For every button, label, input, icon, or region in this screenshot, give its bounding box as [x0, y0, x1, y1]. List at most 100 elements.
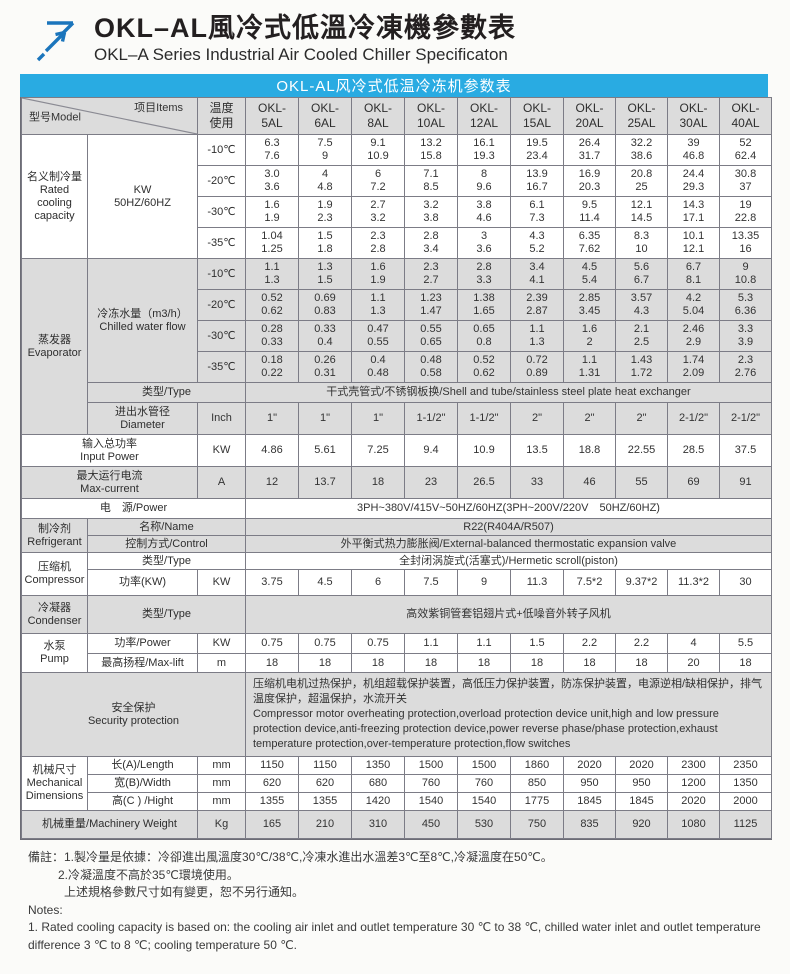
spec-table: 型号Model 项目Items 温度 使用 OKL- 5AL OKL- 6AL OKL- 8AL O…	[21, 97, 772, 839]
evap-flow-minus30-cell-7: 1.6 2	[563, 320, 616, 352]
evap-flow-minus35-cell-8: 1.43 1.72	[615, 351, 668, 383]
rated-capacity-minus10-cell-5: 9.1 10.9	[351, 134, 405, 166]
rated-capacity-minus35-cell-6: 4.3 5.2	[510, 227, 564, 259]
dim-height-cell-1: mm	[197, 792, 246, 811]
evap-pipe-diameter-cell-7: 2"	[510, 402, 564, 435]
condenser-type-cell-2: 高效紫铜管套铝翅片式+低噪音外转子风机	[245, 595, 772, 634]
evap-flow-minus10-cell-8: 3.4 4.1	[510, 258, 564, 290]
label-chilled-water-flow: 冷冻水量（m3/h） Chilled water flow	[87, 258, 198, 383]
evap-pipe-diameter-cell-9: 2"	[615, 402, 668, 435]
model-header-okl-6al: OKL- 6AL	[298, 97, 352, 135]
rated-capacity-minus20-cell-1: 3.0 3.6	[245, 165, 299, 197]
input-power-cell-7: 13.5	[510, 434, 564, 467]
dim-height-cell-11: 2000	[719, 792, 772, 811]
machinery-weight-cell-9: 920	[615, 810, 668, 839]
machinery-weight-cell-3: 210	[298, 810, 352, 839]
evap-flow-minus35-cell-3: 0.4 0.48	[351, 351, 405, 383]
input-power-cell-8: 18.8	[563, 434, 616, 467]
note-line-5: 1. Rated cooling capacity is based on: t…	[28, 920, 761, 952]
model-header-okl-5al: OKL- 5AL	[245, 97, 299, 135]
page-title: OKL–AL風冷式低溫冷凍機參數表	[94, 13, 516, 43]
evap-flow-minus20-cell-0: -20℃	[197, 289, 246, 321]
evap-type: 类型/Type 干式壳管式/不锈钢板换/Shell and tube/stainl…	[22, 382, 772, 403]
rated-capacity-minus35-cell-3: 2.3 2.8	[351, 227, 405, 259]
model-header-okl-40al: OKL- 40AL	[719, 97, 772, 135]
condenser-type-cell-1: 类型/Type	[87, 595, 246, 634]
machinery-weight-cell-6: 530	[457, 810, 511, 839]
refrigerant-control-cell-1: 外平衡式热力膨胀阀/External-balanced thermostatic…	[245, 535, 772, 553]
compressor-power-cell-2: 3.75	[245, 569, 299, 596]
pump-max-lift: 最高扬程/Max-lift m 18 18 18 18 18 18 18 18 20 18	[22, 653, 772, 673]
evap-pipe-diameter: 进出水管径 Diameter Inch 1" 1" 1" 1-1/2" 1-1/2" 2" 2" 2…	[22, 402, 772, 435]
evap-flow-minus20-cell-5: 1.38 1.65	[457, 289, 511, 321]
compressor-power-cell-5: 7.5	[404, 569, 458, 596]
machinery-weight: 机械重量/Machinery Weight Kg 165 210 310 450 530 75…	[21, 810, 772, 839]
evap-flow-minus30-cell-9: 2.46 2.9	[667, 320, 720, 352]
dim-length-cell-11: 2300	[667, 756, 720, 775]
rated-capacity-minus20-cell-4: 7.1 8.5	[404, 165, 458, 197]
pump-max-lift-cell-6: 18	[457, 653, 511, 673]
machinery-weight-cell-1: Kg	[197, 810, 246, 839]
evap-flow-minus20-cell-1: 0.52 0.62	[245, 289, 299, 321]
pump-max-lift-cell-9: 18	[615, 653, 668, 673]
machinery-weight-cell-10: 1080	[667, 810, 720, 839]
dim-height-cell-6: 1540	[457, 792, 511, 811]
label-condenser: 冷凝器 Condenser	[21, 595, 88, 634]
pump-power-cell-9: 2.2	[563, 633, 616, 654]
dim-width-cell-2: 620	[245, 774, 299, 793]
input-power-cell-10: 28.5	[667, 434, 720, 467]
model-header-okl-15al: OKL- 15AL	[510, 97, 564, 135]
pump-max-lift-cell-10: 20	[667, 653, 720, 673]
input-power: 输入总功率 Input Power KW 4.86 5.61 7.25 9.4 10.9 13.…	[21, 434, 772, 467]
compressor-power-cell-7: 11.3	[510, 569, 564, 596]
compressor-power-cell-1: KW	[197, 569, 246, 596]
page-header: OKL–AL風冷式低溫冷凍機參數表 OKL–A Series Industria…	[34, 12, 790, 66]
rated-capacity-minus30-cell-1: 1.6 1.9	[245, 196, 299, 228]
corner-cell: 型号Model 项目Items	[21, 97, 198, 135]
dim-height: 高(C ) /Hight mm 1355 1355 1420 1540 1540 1775 18…	[22, 792, 772, 811]
label-security-protection: 安全保护 Security protection	[21, 672, 246, 757]
dim-width-cell-8: 950	[563, 774, 616, 793]
evap-flow-minus30-cell-10: 3.3 3.9	[719, 320, 772, 352]
evap-flow-minus35: -35℃ 0.18 0.22 0.26 0.31 0.4 0.48 0.48 0.58 0.52 0…	[22, 351, 772, 383]
input-power-cell-6: 10.9	[457, 434, 511, 467]
compressor-type-cell-1: 类型/Type	[87, 552, 246, 570]
max-current-cell-9: 55	[615, 466, 668, 499]
rated-capacity-minus35-cell-5: 3 3.6	[457, 227, 511, 259]
dim-length-cell-7: 1500	[457, 756, 511, 775]
evap-flow-minus10-cell-4: 1.3 1.5	[298, 258, 352, 290]
evap-pipe-diameter-cell-8: 2"	[563, 402, 616, 435]
max-current-cell-1: A	[197, 466, 246, 499]
max-current-cell-10: 69	[667, 466, 720, 499]
input-power-cell-4: 7.25	[351, 434, 405, 467]
label-rated-cooling-capacity: 名义制冷量 Rated cooling capacity	[21, 134, 88, 259]
evap-flow-minus10-cell-2: -10℃	[197, 258, 246, 290]
rated-capacity-minus30-cell-6: 6.1 7.3	[510, 196, 564, 228]
page-subtitle: OKL–A Series Industrial Air Cooled Chill…	[94, 45, 508, 64]
rated-capacity-minus35-cell-0: -35℃	[197, 227, 246, 259]
dim-length-cell-4: 1150	[298, 756, 352, 775]
rated-capacity-minus30-cell-10: 19 22.8	[719, 196, 772, 228]
rated-capacity-minus35-cell-4: 2.8 3.4	[404, 227, 458, 259]
dim-width-cell-7: 850	[510, 774, 564, 793]
max-current-cell-11: 91	[719, 466, 772, 499]
dim-height-cell-2: 1355	[245, 792, 299, 811]
dim-height-cell-8: 1845	[563, 792, 616, 811]
max-current-cell-3: 13.7	[298, 466, 352, 499]
input-power-cell-3: 5.61	[298, 434, 352, 467]
compressor-type: 压缩机 Compressor 类型/Type 全封闭涡旋式(活塞式)/Hermetic…	[21, 552, 772, 596]
title-block: OKL–AL風冷式低溫冷凍機參數表 OKL–A Series Industria…	[94, 12, 516, 66]
compressor-power-cell-9: 9.37*2	[615, 569, 668, 596]
rated-capacity-minus20-cell-2: 4 4.8	[298, 165, 352, 197]
machinery-weight-cell-5: 450	[404, 810, 458, 839]
model-header-okl-12al: OKL- 12AL	[457, 97, 511, 135]
pump-power-cell-12: 5.5	[719, 633, 772, 654]
evap-pipe-diameter-cell-11: 2-1/2"	[719, 402, 772, 435]
evap-flow-minus35-cell-0: -35℃	[197, 351, 246, 383]
pump-power-cell-10: 2.2	[615, 633, 668, 654]
evap-flow-minus20-cell-9: 4.2 5.04	[667, 289, 720, 321]
max-current-cell-5: 23	[404, 466, 458, 499]
refrigerant-name: 制冷剂 Refrigerant 名称/Name R22(R404A/R507)	[21, 518, 772, 553]
input-power-cell-0: 输入总功率 Input Power	[21, 434, 198, 467]
machinery-weight-cell-2: 165	[245, 810, 299, 839]
